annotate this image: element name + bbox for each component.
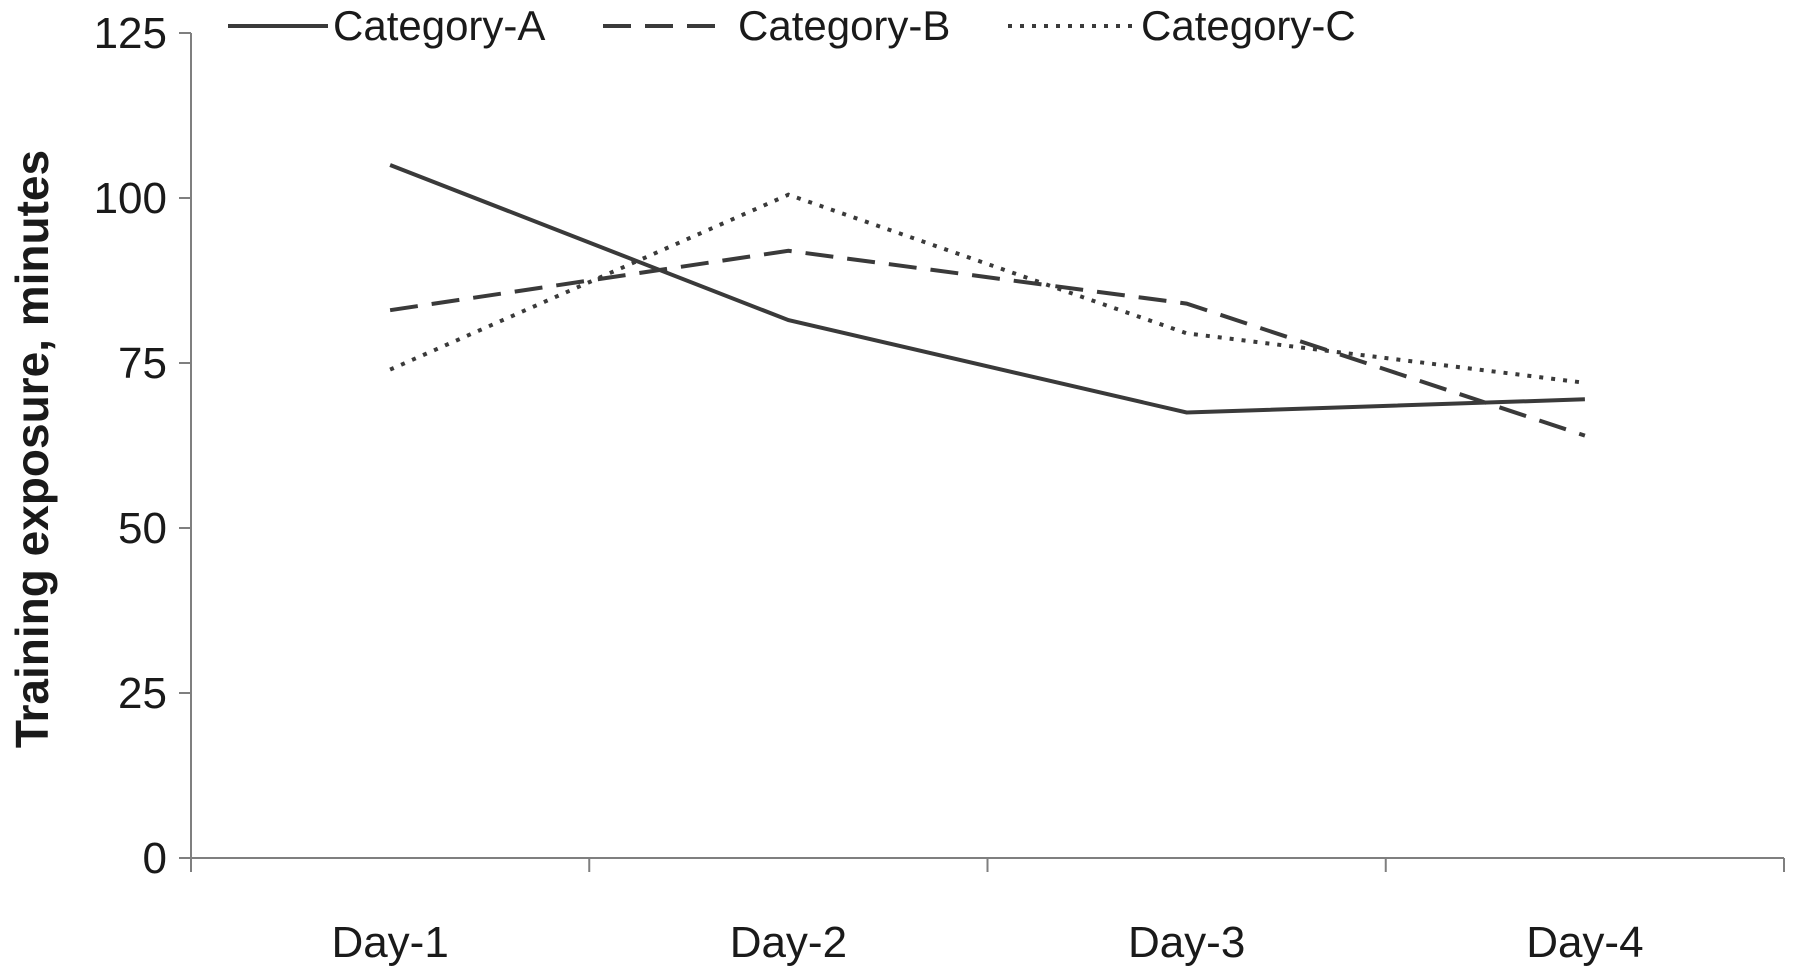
y-tick-label: 50	[118, 504, 167, 553]
series-category-c	[389, 192, 1586, 385]
legend-item: Category-A	[228, 2, 545, 49]
legend-label: Category-A	[333, 2, 545, 49]
y-tick-label: 100	[94, 174, 167, 223]
legend: Category-A Category-B Category-C	[228, 2, 1356, 49]
series-line	[389, 192, 1586, 385]
x-tick-label: Day-1	[331, 918, 448, 967]
y-tick-label: 25	[118, 669, 167, 718]
x-axis-ticks: Day-1 Day-2 Day-3 Day-4	[190, 858, 1785, 967]
x-tick-label: Day-2	[730, 918, 847, 967]
series-line	[389, 163, 1585, 415]
series-line	[389, 248, 1586, 438]
x-tick-label: Day-3	[1128, 918, 1245, 967]
y-tick-label: 0	[143, 834, 167, 883]
series-category-b	[389, 248, 1586, 438]
legend-label: Category-C	[1141, 2, 1356, 49]
axes	[190, 33, 1784, 859]
series-lines	[389, 163, 1586, 438]
y-tick-label: 75	[118, 339, 167, 388]
legend-item: Category-C	[1008, 2, 1356, 49]
x-tick-label: Day-4	[1526, 918, 1643, 967]
legend-item: Category-B	[603, 2, 950, 49]
series-category-a	[389, 163, 1585, 415]
y-axis-title: Training exposure, minutes	[6, 150, 58, 748]
y-tick-label: 125	[94, 9, 167, 58]
legend-label: Category-B	[738, 2, 950, 49]
y-axis-ticks: 0 25 50 75 100 125	[94, 9, 191, 883]
y-axis-title-group: Training exposure, minutes	[6, 150, 58, 748]
